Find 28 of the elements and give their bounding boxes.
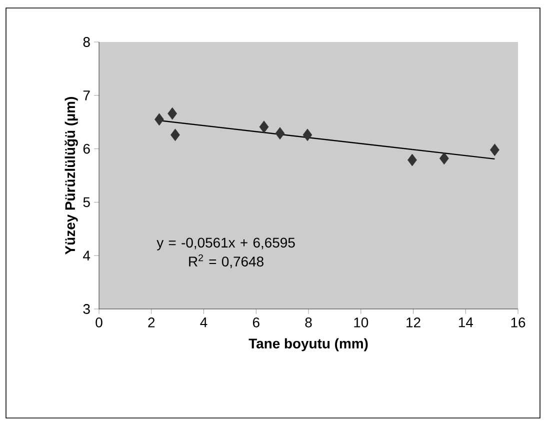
x-tick-label: 10 <box>354 318 368 328</box>
annotation: R$^{2}$ = 0,7648 <box>189 254 264 268</box>
y-tick-label: 8 <box>83 37 90 47</box>
x-tick-label: 0 <box>96 318 102 328</box>
y-axis-title: Yüzey Pürüzlülüğü (µm) <box>64 97 78 254</box>
point <box>408 154 417 166</box>
x-tick-label: 6 <box>252 318 260 328</box>
x-tick-label: 2 <box>148 318 155 328</box>
x-axis-title: Tane boyutu (mm) <box>248 338 368 352</box>
point <box>170 128 180 142</box>
point <box>154 113 164 126</box>
x-tick-label: 16 <box>511 318 526 328</box>
y-tick-label: 6 <box>83 144 90 154</box>
y-tick-label: 7 <box>83 90 90 100</box>
y-tick-label: 5 <box>83 197 90 208</box>
annotation: y = -0,0561x + 6,6595 <box>156 238 295 250</box>
point <box>302 128 312 142</box>
x-tick-label: 8 <box>305 318 312 328</box>
y-tick-label: 4 <box>83 250 90 260</box>
y-tick-label: 3 <box>83 304 90 314</box>
x-tick-label: 14 <box>458 318 473 328</box>
point <box>275 127 285 140</box>
point <box>490 144 500 156</box>
x-tick-label: 4 <box>200 318 208 328</box>
point <box>439 152 449 165</box>
point <box>259 120 269 134</box>
x-tick-label: 12 <box>406 318 420 328</box>
point <box>168 107 178 120</box>
